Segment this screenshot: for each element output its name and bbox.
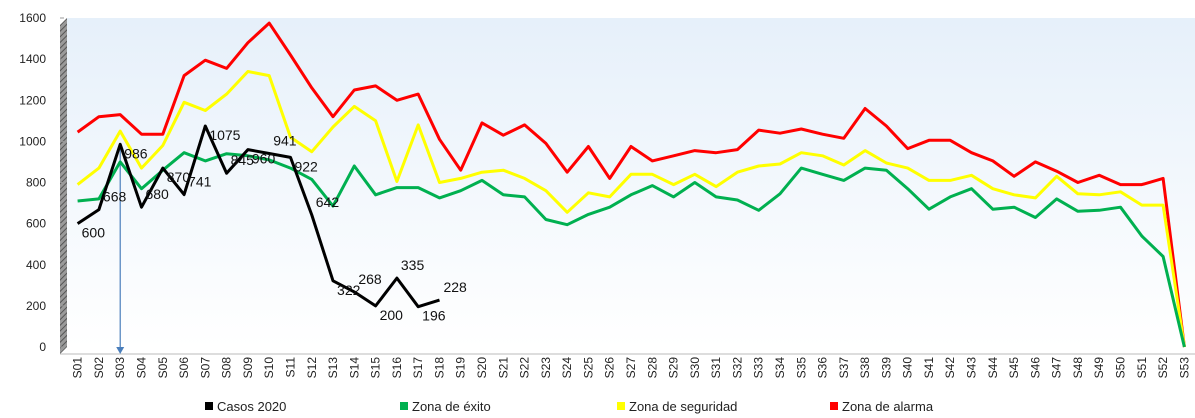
data-label: 845 xyxy=(231,152,255,168)
y-tick-label: 1600 xyxy=(19,11,46,25)
y-tick-label: 200 xyxy=(26,299,46,313)
x-tick-label: S34 xyxy=(773,357,787,379)
x-tick-label: S26 xyxy=(603,357,617,379)
x-tick-label: S28 xyxy=(645,357,659,379)
series-line xyxy=(76,124,440,309)
x-tick-label: S06 xyxy=(177,357,191,379)
legend-label: Zona de éxito xyxy=(412,399,491,414)
legend-swatch xyxy=(205,402,213,410)
x-tick-label: S37 xyxy=(837,357,851,379)
x-tick-label: S16 xyxy=(390,357,404,379)
y-tick-label: 400 xyxy=(26,258,46,272)
x-tick-label: S11 xyxy=(283,357,297,378)
x-tick-label: S10 xyxy=(262,357,276,379)
legend-label: Casos 2020 xyxy=(217,399,286,414)
x-tick-label: S38 xyxy=(858,357,872,379)
data-label: 870 xyxy=(167,169,191,185)
y-tick-label: 1400 xyxy=(19,52,46,66)
x-tick-label: S18 xyxy=(432,357,446,379)
x-tick-label: S15 xyxy=(369,357,383,379)
x-tick-label: S13 xyxy=(326,357,340,379)
data-label: 196 xyxy=(422,308,446,324)
x-tick-label: S17 xyxy=(411,357,425,379)
plot-area xyxy=(67,18,1195,347)
x-tick-label: S03 xyxy=(113,357,127,379)
x-tick-label: S51 xyxy=(1135,357,1149,379)
data-label: 960 xyxy=(252,151,276,167)
x-tick-label: S41 xyxy=(922,357,936,379)
data-label: 680 xyxy=(145,186,169,202)
legend-label: Zona de alarma xyxy=(842,399,934,414)
x-tick-label: S50 xyxy=(1114,357,1128,379)
series-line xyxy=(76,70,1186,348)
x-tick-label: S07 xyxy=(198,357,212,379)
x-tick-label: S21 xyxy=(496,357,510,379)
x-tick-label: S29 xyxy=(667,357,681,379)
legend-swatch xyxy=(830,402,838,410)
data-label: 228 xyxy=(443,279,467,295)
x-tick-label: S44 xyxy=(986,357,1000,379)
x-tick-label: S23 xyxy=(539,357,553,379)
x-tick-label: S12 xyxy=(305,357,319,379)
data-label: 200 xyxy=(380,307,404,323)
x-tick-label: S04 xyxy=(134,357,148,379)
data-label: 600 xyxy=(82,225,106,241)
x-tick-label: S48 xyxy=(1071,357,1085,379)
x-tick-label: S14 xyxy=(347,357,361,379)
x-tick-label: S19 xyxy=(454,357,468,379)
x-tick-label: S52 xyxy=(1156,357,1170,379)
arrow-head xyxy=(116,347,125,354)
x-tick-label: S24 xyxy=(560,357,574,379)
data-label: 668 xyxy=(103,189,127,205)
x-tick-label: S20 xyxy=(475,357,489,379)
x-tick-label: S02 xyxy=(92,357,106,379)
legend-label: Zona de seguridad xyxy=(629,399,737,414)
x-tick-label: S43 xyxy=(965,357,979,379)
y-tick-label: 1200 xyxy=(19,93,46,107)
x-tick-label: S09 xyxy=(241,357,255,379)
x-tick-label: S36 xyxy=(816,357,830,379)
legend-swatch xyxy=(617,402,625,410)
x-tick-label: S32 xyxy=(730,357,744,379)
x-tick-label: S47 xyxy=(1050,357,1064,379)
data-label: 642 xyxy=(316,194,340,210)
x-tick-label: S33 xyxy=(752,357,766,379)
x-tick-label: S31 xyxy=(709,357,723,379)
y-tick-label: 800 xyxy=(26,176,46,190)
data-label: 941 xyxy=(273,133,297,149)
data-label: 741 xyxy=(188,174,212,190)
data-label: 322 xyxy=(337,282,361,298)
x-tick-label: S53 xyxy=(1177,357,1191,379)
x-tick-label: S30 xyxy=(688,357,702,379)
legend-swatch xyxy=(400,402,408,410)
x-tick-label: S35 xyxy=(794,357,808,379)
data-label: 986 xyxy=(124,145,148,161)
x-tick-label: S01 xyxy=(71,357,85,379)
data-label: 922 xyxy=(294,158,318,174)
x-tick-label: S39 xyxy=(879,357,893,379)
x-tick-label: S22 xyxy=(518,357,532,379)
x-tick-label: S27 xyxy=(624,357,638,379)
data-label: 268 xyxy=(358,271,382,287)
x-tick-label: S49 xyxy=(1092,357,1106,379)
y-tick-label: 1000 xyxy=(19,134,46,148)
x-tick-label: S25 xyxy=(581,357,595,379)
x-tick-label: S45 xyxy=(1007,357,1021,379)
x-tick-label: S40 xyxy=(901,357,915,379)
wall xyxy=(60,18,67,354)
y-tick-label: 0 xyxy=(39,340,46,354)
data-label: 335 xyxy=(401,257,425,273)
x-tick-label: S42 xyxy=(943,357,957,379)
x-tick-label: S05 xyxy=(156,357,170,379)
x-tick-label: S08 xyxy=(220,357,234,379)
data-label: 1075 xyxy=(209,127,240,143)
series-line xyxy=(76,21,1186,348)
y-tick-label: 600 xyxy=(26,217,46,231)
series-line xyxy=(77,151,1186,348)
x-tick-label: S46 xyxy=(1028,357,1042,379)
